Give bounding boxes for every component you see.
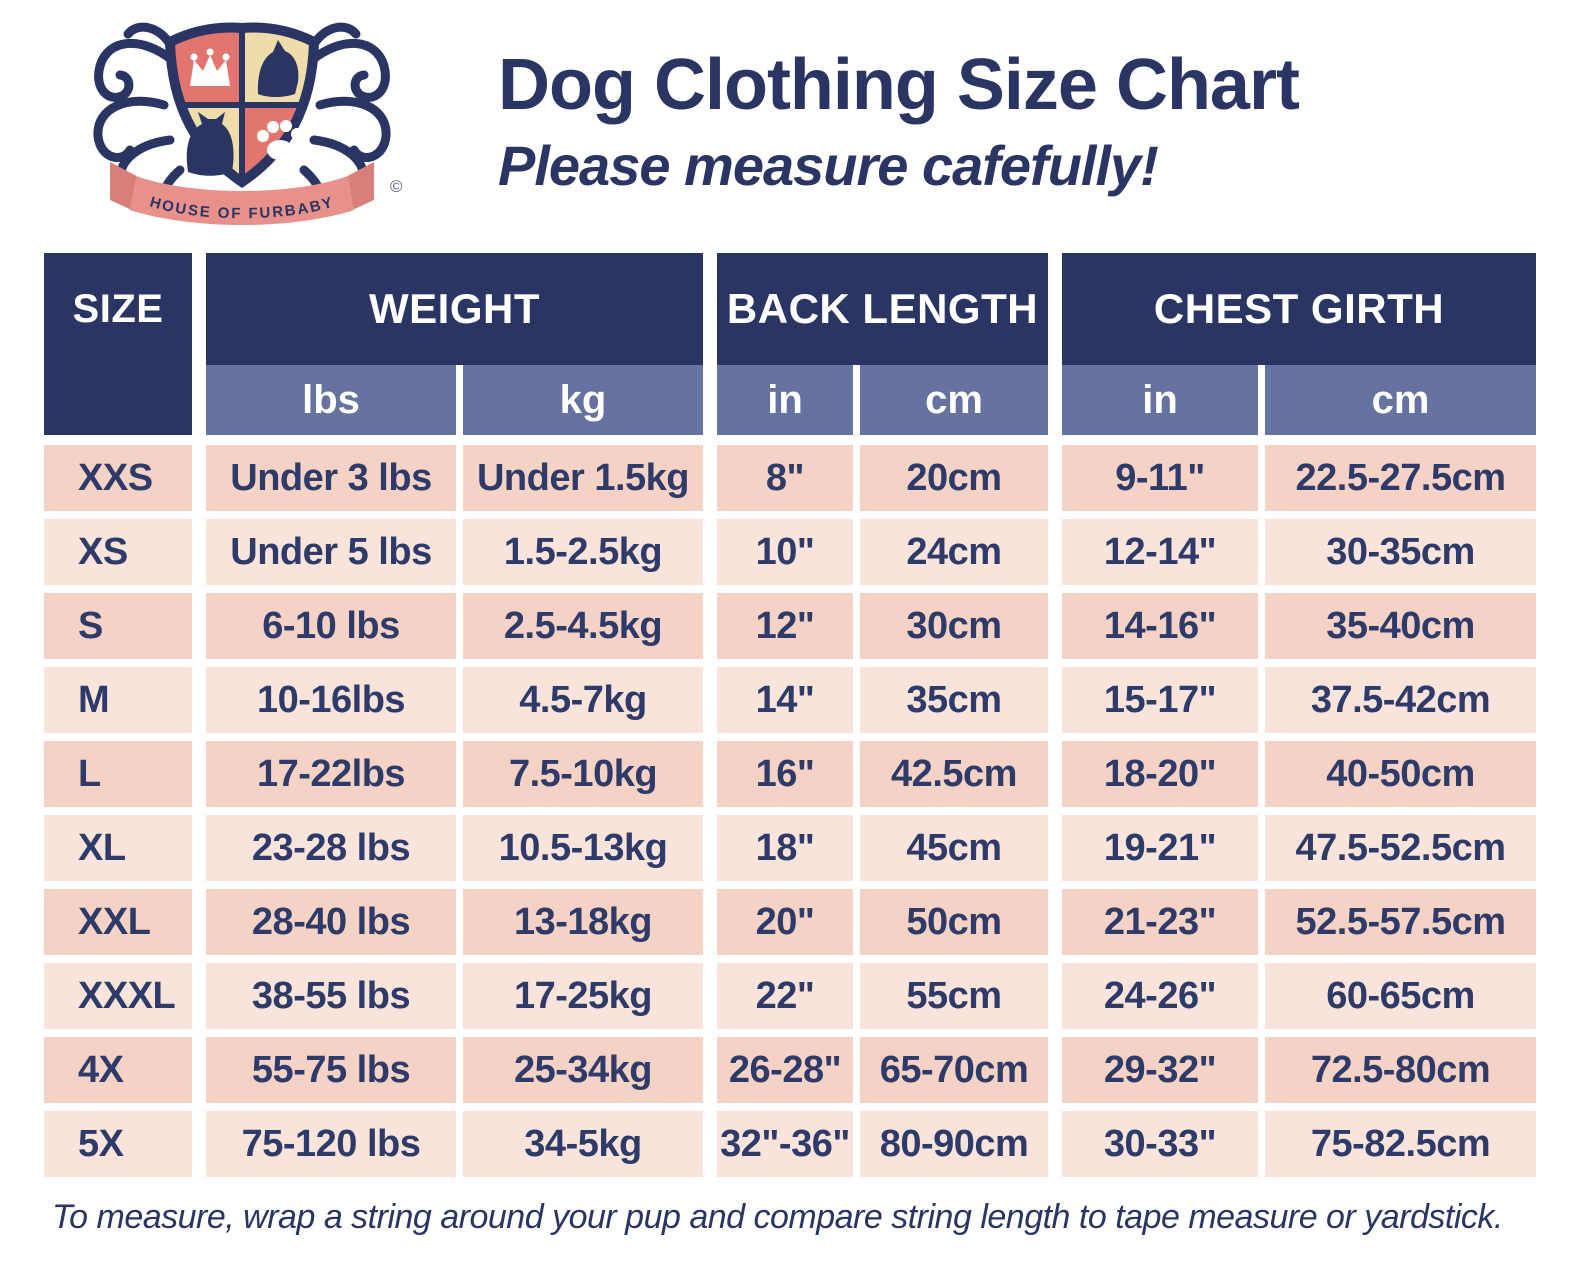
cell-size: XXS [44,445,206,519]
cell-size: 4X [44,1037,206,1111]
cell-weight-lbs: 55-75 lbs [206,1037,463,1111]
cell-chest-in: 15-17" [1062,667,1265,741]
cell-chest-cm: 37.5-42cm [1265,667,1536,741]
cell-weight-lbs: 28-40 lbs [206,889,463,963]
cell-back-in: 8" [717,445,860,519]
cell-chest-cm: 52.5-57.5cm [1265,889,1536,963]
cell-size: XL [44,815,206,889]
subheader-back-in: in [717,365,860,445]
cell-chest-in: 9-11" [1062,445,1265,519]
cell-back-cm: 35cm [860,667,1062,741]
copyright-mark: © [390,177,403,196]
measuring-instructions: To measure, wrap a string around your pu… [52,1198,1503,1236]
cat-icon [186,112,234,176]
cell-weight-kg: 17-25kg [463,963,717,1037]
cell-back-in: 18" [717,815,860,889]
column-header-size: SIZE [44,253,206,445]
cell-back-cm: 80-90cm [860,1111,1062,1185]
subheader-weight-lbs: lbs [206,365,463,445]
cell-weight-lbs: 10-16lbs [206,667,463,741]
size-chart-table: SIZE WEIGHT BACK LENGTH CHEST GIRTH lbs … [44,253,1536,1185]
cell-chest-cm: 47.5-52.5cm [1265,815,1536,889]
ribbon-banner: HOUSE OF FURBABY [110,162,374,225]
cell-weight-lbs: Under 3 lbs [206,445,463,519]
cell-back-cm: 20cm [860,445,1062,519]
cell-chest-cm: 60-65cm [1265,963,1536,1037]
cell-size: L [44,741,206,815]
cell-chest-cm: 22.5-27.5cm [1265,445,1536,519]
cell-back-cm: 65-70cm [860,1037,1062,1111]
subheader-chest-cm: cm [1265,365,1536,445]
cell-weight-lbs: 17-22lbs [206,741,463,815]
cell-chest-in: 18-20" [1062,741,1265,815]
cell-back-cm: 50cm [860,889,1062,963]
cell-weight-kg: 34-5kg [463,1111,717,1185]
column-header-back-length: BACK LENGTH [717,253,1062,365]
cell-weight-kg: 25-34kg [463,1037,717,1111]
cell-back-in: 10" [717,519,860,593]
cell-chest-cm: 30-35cm [1265,519,1536,593]
cell-back-in: 26-28" [717,1037,860,1111]
page-title: Dog Clothing Size Chart [498,45,1300,125]
cell-weight-kg: 7.5-10kg [463,741,717,815]
cell-size: XXL [44,889,206,963]
cell-chest-in: 21-23" [1062,889,1265,963]
cell-chest-cm: 40-50cm [1265,741,1536,815]
cell-chest-in: 14-16" [1062,593,1265,667]
cell-weight-lbs: Under 5 lbs [206,519,463,593]
cell-weight-kg: 10.5-13kg [463,815,717,889]
cell-size: S [44,593,206,667]
cell-back-cm: 55cm [860,963,1062,1037]
cell-back-cm: 30cm [860,593,1062,667]
cell-size: XXXL [44,963,206,1037]
cell-weight-lbs: 6-10 lbs [206,593,463,667]
cell-chest-cm: 75-82.5cm [1265,1111,1536,1185]
subheader-back-cm: cm [860,365,1062,445]
crown-icon [190,48,230,86]
house-of-furbaby-logo: HOUSE OF FURBABY © [93,22,403,225]
cell-chest-in: 24-26" [1062,963,1265,1037]
cell-chest-cm: 35-40cm [1265,593,1536,667]
cell-chest-in: 19-21" [1062,815,1265,889]
cell-back-in: 20" [717,889,860,963]
cell-weight-kg: 4.5-7kg [463,667,717,741]
column-header-chest-girth: CHEST GIRTH [1062,253,1536,365]
cell-size: 5X [44,1111,206,1185]
cell-back-cm: 45cm [860,815,1062,889]
cell-back-in: 16" [717,741,860,815]
cell-back-in: 12" [717,593,860,667]
cell-chest-in: 12-14" [1062,519,1265,593]
dog-icon [257,40,299,97]
column-header-weight: WEIGHT [206,253,717,365]
cell-back-in: 22" [717,963,860,1037]
cell-chest-in: 30-33" [1062,1111,1265,1185]
cell-weight-lbs: 23-28 lbs [206,815,463,889]
cell-weight-lbs: 75-120 lbs [206,1111,463,1185]
cell-back-cm: 24cm [860,519,1062,593]
cell-size: M [44,667,206,741]
cell-weight-kg: 1.5-2.5kg [463,519,717,593]
cell-weight-kg: 2.5-4.5kg [463,593,717,667]
subheader-weight-kg: kg [463,365,717,445]
cell-weight-lbs: 38-55 lbs [206,963,463,1037]
cell-back-in: 32"-36" [717,1111,860,1185]
cell-chest-cm: 72.5-80cm [1265,1037,1536,1111]
cell-weight-kg: Under 1.5kg [463,445,717,519]
cell-chest-in: 29-32" [1062,1037,1265,1111]
cell-weight-kg: 13-18kg [463,889,717,963]
cell-size: XS [44,519,206,593]
subheader-chest-in: in [1062,365,1265,445]
paw-icon [257,120,303,160]
cell-back-cm: 42.5cm [860,741,1062,815]
page-subtitle: Please measure cafefully! [498,133,1159,197]
shield-border [164,22,320,189]
title-block: Dog Clothing Size Chart Please measure c… [498,45,1300,198]
cell-back-in: 14" [717,667,860,741]
